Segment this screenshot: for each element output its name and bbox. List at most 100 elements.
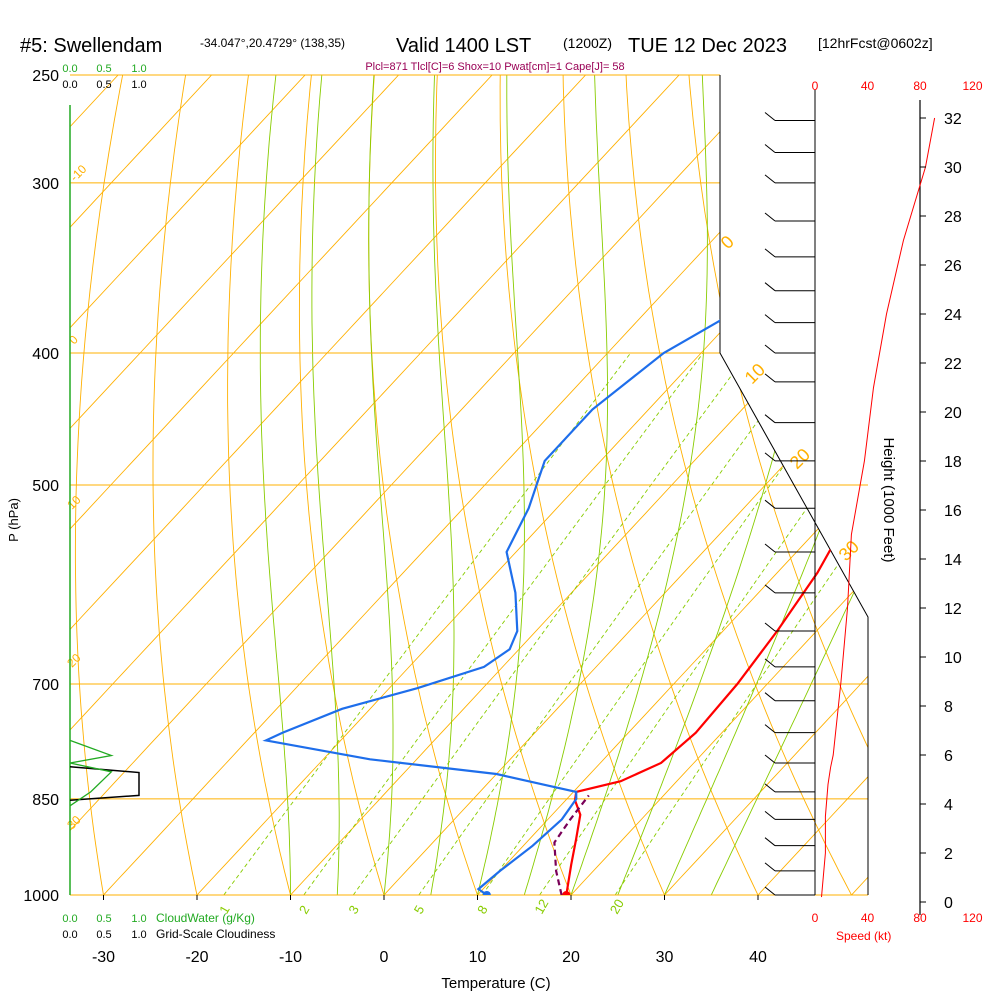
isotherm-line <box>0 75 25 895</box>
moist-adiabat-line <box>368 75 394 895</box>
speed-scale-top-label: 120 <box>962 79 982 93</box>
dry-adiabat-line <box>499 75 678 895</box>
height-tick-label: 32 <box>944 111 962 128</box>
moist-adiabat-line <box>710 75 868 895</box>
cloud-water-scale-label: 0.0 <box>62 63 77 75</box>
height-tick-label: 10 <box>944 650 962 667</box>
cloudiness-scale-label: 1.0 <box>131 929 146 941</box>
wind-barb <box>764 658 815 668</box>
wind-barb-flag <box>764 584 776 594</box>
height-tick-label: 24 <box>944 307 962 324</box>
station-coords: -34.047°,20.4729° (138,35) <box>200 36 345 50</box>
dry-adiabat-label: 20 <box>786 445 814 473</box>
speed-scale-bottom-label: 0 <box>812 911 819 925</box>
pressure-tick-label: 1000 <box>23 888 59 905</box>
isotherm-line <box>70 75 493 895</box>
cloud-water-scale-label: 0.5 <box>96 913 111 925</box>
moist-adiabat-line <box>570 75 708 895</box>
wind-barb-flag <box>764 314 776 324</box>
cloudiness-profile <box>69 765 140 802</box>
cloudiness-scale-label: 1.0 <box>131 79 146 91</box>
height-axis-label: Height (1000 Feet) <box>880 437 897 562</box>
wind-barb-flag <box>764 248 776 258</box>
valid-time: Valid 1400 LST <box>396 35 531 57</box>
temperature-tick-label: 30 <box>656 949 674 966</box>
isotherm-line <box>70 75 586 895</box>
surface-temperature-dot <box>562 891 571 895</box>
wind-barb <box>764 499 815 509</box>
wind-barb <box>764 314 815 324</box>
wind-barb <box>764 810 815 820</box>
wind-barb-flag <box>764 452 776 462</box>
mixing-ratio-label: 12 <box>531 896 551 916</box>
wind-barb <box>764 144 815 154</box>
dry-adiabat-label: 10 <box>64 493 84 513</box>
pressure-tick-label: 500 <box>32 478 59 495</box>
wind-barb <box>764 174 815 184</box>
temperature-axis-label: Temperature (C) <box>441 975 550 992</box>
dry-adiabat-line <box>748 75 868 895</box>
mixing-ratio-line <box>303 352 704 895</box>
wind-barb-flag <box>764 373 776 383</box>
dry-adiabat-label: 30 <box>64 813 84 833</box>
temperature-tick-label: 20 <box>562 949 580 966</box>
height-tick-label: 2 <box>944 846 953 863</box>
wind-barb <box>764 886 815 896</box>
wind-barb <box>764 862 815 872</box>
speed-scale-bottom-label: 80 <box>913 911 927 925</box>
dry-adiabat-label: 10 <box>741 360 769 388</box>
wind-barb-flag <box>764 174 776 184</box>
temperature-tick-label: 40 <box>749 949 767 966</box>
wind-barb <box>764 212 815 222</box>
dry-adiabat-label: 0 <box>66 332 81 347</box>
cloudiness-scale-label: 0.5 <box>96 79 111 91</box>
isotherm-line <box>70 75 306 895</box>
height-tick-label: 16 <box>944 503 962 520</box>
wind-barb-flag <box>764 144 776 153</box>
zulu-time: (1200Z) <box>563 35 612 51</box>
height-tick-label: 18 <box>944 454 962 471</box>
mixing-ratio-line <box>418 352 808 895</box>
wind-barb-flag <box>764 622 776 632</box>
pressure-tick-label: 250 <box>32 68 59 85</box>
wind-barb-flag <box>764 282 776 292</box>
temperature-tick-label: -20 <box>185 949 208 966</box>
wind-speed-profile <box>821 117 936 898</box>
height-tick-label: 30 <box>944 160 962 177</box>
cloudiness-label: Grid-Scale Cloudiness <box>156 927 275 941</box>
height-tick-label: 0 <box>944 895 953 912</box>
dry-adiabat-line <box>368 75 489 895</box>
wind-barb <box>764 373 815 383</box>
mixing-ratio-label: 5 <box>411 903 428 917</box>
height-tick-label: 4 <box>944 797 953 814</box>
wind-barb <box>764 344 815 354</box>
height-tick-label: 6 <box>944 748 953 765</box>
moist-adiabat-line <box>664 75 868 895</box>
cloud-water-scale-label: 1.0 <box>131 63 146 75</box>
speed-scale-top-label: 0 <box>812 79 819 93</box>
moist-adiabat-line <box>477 75 525 895</box>
temperature-tick-label: -10 <box>279 949 302 966</box>
plot-boundary <box>719 75 869 895</box>
mixing-ratio-label: 20 <box>607 896 627 916</box>
cloud-water-scale-label: 1.0 <box>131 913 146 925</box>
mixing-ratio-line <box>481 352 865 895</box>
wind-barb <box>764 112 815 122</box>
pressure-tick-label: 700 <box>32 677 59 694</box>
mixing-ratio-label: 2 <box>296 903 313 917</box>
cloudiness-scale-label: 0.5 <box>96 929 111 941</box>
wind-barb-flag <box>764 212 776 222</box>
wind-barb <box>764 452 815 462</box>
wind-barb-flag <box>764 783 776 793</box>
cloudiness-scale-label: 0.0 <box>62 79 77 91</box>
isotherm-line <box>70 75 773 895</box>
wind-barb <box>764 692 815 702</box>
wind-barb-flag <box>764 837 776 847</box>
temperature-tick-label: 10 <box>469 949 487 966</box>
wind-barb-flag <box>764 658 776 668</box>
wind-barb-flag <box>764 543 776 553</box>
pressure-tick-label: 400 <box>32 346 59 363</box>
isotherm-line <box>103 75 867 895</box>
cloudiness-scale-label: 0.0 <box>62 929 77 941</box>
wind-barb <box>764 584 815 594</box>
